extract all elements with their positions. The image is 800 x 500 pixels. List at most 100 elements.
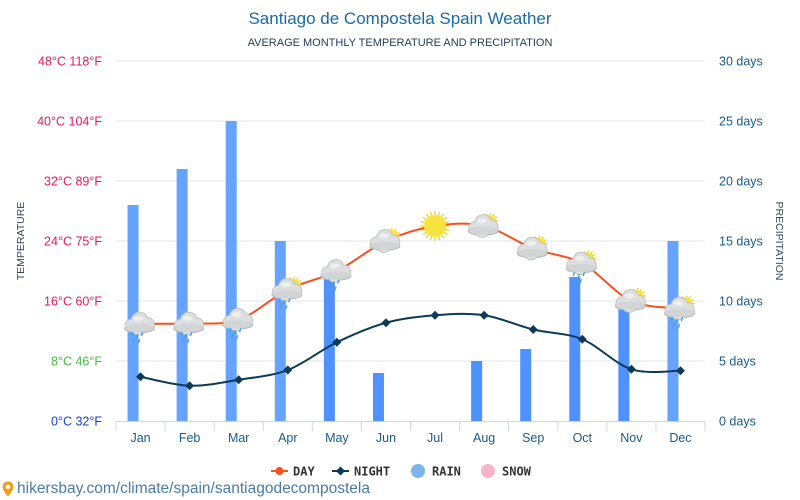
rain-bar[interactable] bbox=[176, 169, 188, 421]
night-point[interactable] bbox=[577, 334, 587, 344]
rain-bars bbox=[127, 121, 679, 421]
rain-drops-icon bbox=[327, 279, 340, 291]
weather-icon-sun-cloud-rain[interactable] bbox=[565, 250, 597, 284]
y-left-tick-label: 8°C 46°F bbox=[51, 355, 102, 369]
x-tick-label: Dec bbox=[669, 431, 691, 445]
night-point[interactable] bbox=[234, 375, 244, 385]
night-point[interactable] bbox=[430, 310, 440, 320]
y-left-tick-label: 40°C 104°F bbox=[37, 115, 102, 129]
rain-bar[interactable] bbox=[618, 301, 630, 421]
cloud-icon bbox=[369, 229, 401, 253]
source-url[interactable]: hikersbay.com/climate/spain/santiagodeco… bbox=[17, 480, 370, 497]
night-point[interactable] bbox=[479, 310, 489, 320]
cloud-icon bbox=[467, 214, 499, 238]
weather-icon-cloud-rain[interactable] bbox=[222, 307, 254, 340]
y-right-tick-label: 10 days bbox=[719, 295, 763, 309]
day-temperature-line bbox=[140, 222, 681, 325]
y-left-tick-label: 48°C 118°F bbox=[38, 55, 102, 69]
x-axis: Jan Feb Mar Apr May Jun Jul Aug Sep Oct Nov Dec bbox=[115, 421, 706, 445]
weather-icon-sun-cloud-rain[interactable] bbox=[271, 276, 303, 310]
legend-night-marker bbox=[336, 466, 345, 476]
y-left-tick-label: 16°C 60°F bbox=[44, 295, 102, 309]
cloud-icon bbox=[663, 296, 695, 321]
legend-rain-marker bbox=[411, 464, 425, 478]
gridlines bbox=[116, 60, 705, 362]
night-point[interactable] bbox=[528, 325, 538, 334]
y-right-tick-label: 20 days bbox=[719, 175, 763, 189]
weather-icon-sun-cloud-rain[interactable] bbox=[663, 295, 695, 329]
rain-bar[interactable] bbox=[471, 361, 483, 421]
y-axis-right: 0 days 5 days 10 days 15 days 20 days 25 days… bbox=[719, 55, 763, 429]
weather-icon-sun[interactable] bbox=[420, 211, 450, 241]
rain-drops-icon bbox=[572, 271, 585, 284]
weather-icon-cloud-rain[interactable] bbox=[124, 311, 156, 344]
rain-bar[interactable] bbox=[520, 349, 532, 421]
x-tick-label: Sep bbox=[522, 431, 544, 445]
chart-subtitle: AVERAGE MONTHLY TEMPERATURE AND PRECIPIT… bbox=[248, 37, 553, 49]
legend-day-marker bbox=[275, 467, 284, 475]
legend-item-day[interactable]: DAY bbox=[271, 465, 315, 479]
y-axis-left: 0°C 32°F 8°C 46°F 16°C 60°F 24°C 75°F 32°C 8… bbox=[37, 55, 102, 429]
legend: DAY NIGHT RAIN SNOW bbox=[271, 464, 532, 479]
cloud-icon bbox=[516, 236, 548, 261]
location-pin-icon bbox=[2, 481, 14, 497]
rain-drops-icon bbox=[670, 316, 684, 329]
cloud-icon bbox=[222, 307, 254, 332]
legend-rain-label: RAIN bbox=[432, 465, 461, 479]
rain-bar[interactable] bbox=[569, 277, 581, 421]
rain-drops-icon bbox=[130, 331, 144, 344]
rain-drops-icon bbox=[179, 331, 193, 344]
rain-drops-icon bbox=[229, 328, 242, 340]
night-point[interactable] bbox=[185, 381, 195, 391]
y-right-tick-label: 15 days bbox=[719, 235, 763, 249]
x-tick-label: Jan bbox=[130, 431, 150, 445]
chart-title: Santiago de Compostela Spain Weather bbox=[248, 9, 551, 28]
weather-icon-sun-cloud[interactable] bbox=[614, 287, 646, 313]
night-markers bbox=[136, 310, 685, 391]
rain-bar[interactable] bbox=[323, 277, 335, 421]
y-axis-left-title: TEMPERATURE bbox=[15, 202, 27, 281]
y-left-tick-label: 24°C 75°F bbox=[44, 235, 102, 249]
cloud-icon bbox=[614, 289, 646, 313]
legend-item-night[interactable]: NIGHT bbox=[332, 465, 390, 479]
x-tick-label: Feb bbox=[179, 431, 201, 445]
rain-bar[interactable] bbox=[274, 241, 286, 421]
rain-bar[interactable] bbox=[127, 205, 139, 421]
night-point[interactable] bbox=[283, 365, 293, 375]
y-right-tick-label: 0 days bbox=[719, 415, 756, 429]
cloud-icon bbox=[173, 311, 205, 336]
weather-icon-cloud-rain[interactable] bbox=[320, 259, 352, 291]
sun-icon bbox=[420, 211, 450, 241]
legend-item-snow[interactable]: SNOW bbox=[481, 464, 532, 479]
y-right-tick-label: 30 days bbox=[719, 55, 763, 69]
source-link[interactable]: hikersbay.com/climate/spain/santiagodeco… bbox=[2, 479, 370, 499]
weather-icon-sun-cloud[interactable] bbox=[369, 227, 401, 253]
night-point[interactable] bbox=[381, 318, 391, 328]
weather-icon-sun-cloud[interactable] bbox=[467, 212, 499, 238]
weather-icon-sun-cloud[interactable] bbox=[516, 235, 548, 261]
night-temperature-line bbox=[140, 312, 681, 387]
night-point[interactable] bbox=[136, 372, 146, 382]
night-point[interactable] bbox=[675, 366, 685, 376]
night-point[interactable] bbox=[332, 337, 342, 347]
weather-icon-cloud-rain[interactable] bbox=[173, 311, 205, 344]
y-axis-right-title: PRECIPITATION bbox=[773, 202, 785, 281]
x-tick-label: Jul bbox=[427, 431, 443, 445]
x-tick-label: May bbox=[325, 431, 349, 445]
rain-drops-icon bbox=[278, 298, 291, 310]
cloud-icon bbox=[124, 311, 156, 336]
y-right-tick-label: 5 days bbox=[719, 355, 756, 369]
legend-item-rain[interactable]: RAIN bbox=[411, 464, 461, 479]
night-point[interactable] bbox=[626, 364, 636, 374]
rain-bar[interactable] bbox=[372, 373, 384, 421]
x-tick-label: Mar bbox=[228, 431, 250, 445]
legend-snow-label: SNOW bbox=[502, 465, 532, 479]
y-right-tick-label: 25 days bbox=[719, 115, 763, 129]
rain-bar[interactable] bbox=[225, 121, 237, 421]
cloud-icon bbox=[271, 277, 303, 302]
rain-bar[interactable] bbox=[667, 241, 679, 421]
y-left-tick-label: 32°C 89°F bbox=[44, 175, 102, 189]
weather-icons bbox=[124, 211, 695, 344]
legend-day-label: DAY bbox=[293, 465, 315, 479]
